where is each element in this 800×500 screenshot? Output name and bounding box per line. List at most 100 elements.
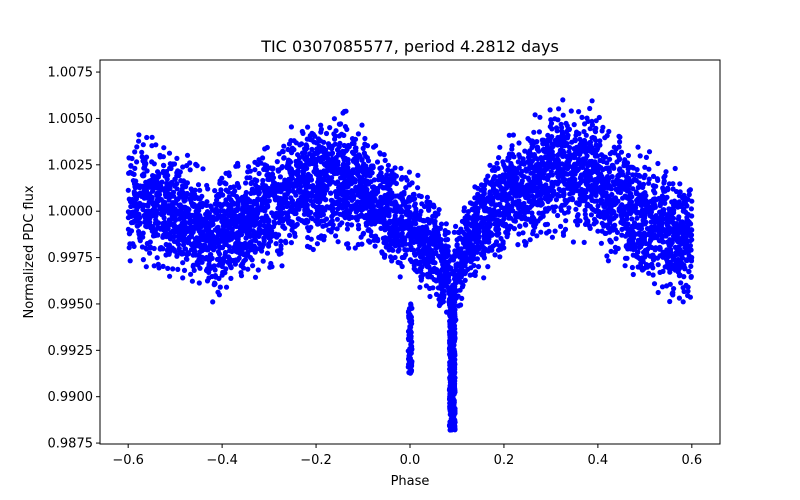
data-point: [204, 182, 210, 189]
data-point: [344, 226, 350, 232]
data-point: [187, 167, 193, 173]
data-point: [624, 188, 630, 194]
data-point: [458, 270, 464, 276]
data-point: [142, 219, 148, 225]
data-point: [288, 124, 294, 130]
data-point: [204, 254, 210, 261]
data-point: [140, 142, 146, 148]
data-point: [670, 233, 677, 239]
data-point: [204, 202, 210, 208]
data-point: [616, 133, 622, 139]
data-point: [565, 185, 571, 191]
data-point: [586, 168, 592, 174]
data-point: [384, 185, 390, 191]
data-point: [150, 201, 156, 207]
data-point: [600, 153, 606, 159]
data-point: [561, 138, 567, 144]
data-point: [680, 194, 686, 200]
data-point: [252, 236, 258, 242]
data-point: [618, 149, 625, 155]
data-point: [561, 190, 567, 196]
data-point: [619, 232, 625, 238]
data-point: [389, 258, 395, 264]
data-point: [417, 243, 423, 249]
data-point: [629, 264, 636, 271]
data-point: [576, 109, 582, 115]
data-point: [634, 209, 640, 215]
data-point: [273, 231, 279, 237]
data-point: [636, 192, 643, 198]
data-point: [539, 162, 545, 168]
data-point: [436, 253, 442, 259]
data-point: [366, 227, 372, 233]
data-point: [190, 189, 196, 195]
data-point: [153, 212, 159, 219]
data-point: [519, 178, 525, 184]
data-point: [547, 124, 553, 130]
data-point: [606, 169, 613, 175]
data-point: [398, 165, 404, 171]
data-point: [625, 170, 631, 176]
data-point: [225, 207, 232, 213]
data-point: [197, 201, 203, 207]
data-point: [567, 191, 573, 197]
data-point: [390, 171, 396, 177]
data-point: [157, 152, 163, 158]
data-point: [329, 143, 336, 149]
data-point: [204, 199, 210, 205]
data-point: [687, 294, 694, 300]
data-point: [480, 201, 486, 207]
data-point: [487, 162, 493, 168]
data-point: [571, 122, 577, 128]
data-point: [623, 178, 629, 185]
data-point: [148, 245, 154, 251]
data-point: [653, 235, 660, 241]
data-point: [646, 241, 652, 247]
data-point: [589, 177, 596, 183]
data-point: [649, 244, 655, 251]
data-point: [521, 238, 528, 245]
data-point: [500, 239, 506, 245]
data-point: [394, 237, 400, 243]
data-point: [437, 293, 443, 299]
data-point: [381, 213, 387, 219]
data-point: [580, 196, 586, 202]
data-point: [533, 173, 539, 179]
data-point: [574, 200, 580, 206]
data-point: [322, 197, 328, 203]
data-point: [232, 188, 238, 194]
data-point: [612, 249, 618, 255]
data-point: [366, 171, 372, 177]
data-point: [642, 247, 649, 253]
data-point: [496, 209, 502, 215]
data-point: [454, 251, 460, 257]
data-point: [654, 176, 661, 182]
data-point: [667, 298, 673, 305]
data-point: [689, 198, 695, 204]
data-point: [264, 172, 270, 178]
data-point: [264, 144, 270, 151]
data-point: [417, 236, 423, 242]
data-point: [650, 272, 656, 278]
data-point: [672, 252, 678, 258]
data-point: [534, 144, 541, 150]
data-point: [430, 259, 436, 265]
data-point: [588, 212, 595, 218]
data-point: [262, 231, 268, 237]
data-point: [495, 178, 501, 184]
data-point: [667, 281, 673, 287]
data-point: [635, 144, 641, 150]
data-point: [508, 204, 514, 210]
data-point: [340, 187, 346, 193]
data-point: [314, 150, 320, 156]
data-point: [242, 257, 249, 263]
data-point: [490, 215, 496, 221]
data-point: [544, 221, 551, 227]
data-point: [395, 219, 401, 225]
data-point: [254, 178, 260, 184]
data-point: [320, 171, 326, 177]
data-point: [334, 226, 340, 232]
data-point: [170, 266, 176, 272]
data-point: [297, 164, 303, 170]
data-point: [348, 181, 354, 187]
